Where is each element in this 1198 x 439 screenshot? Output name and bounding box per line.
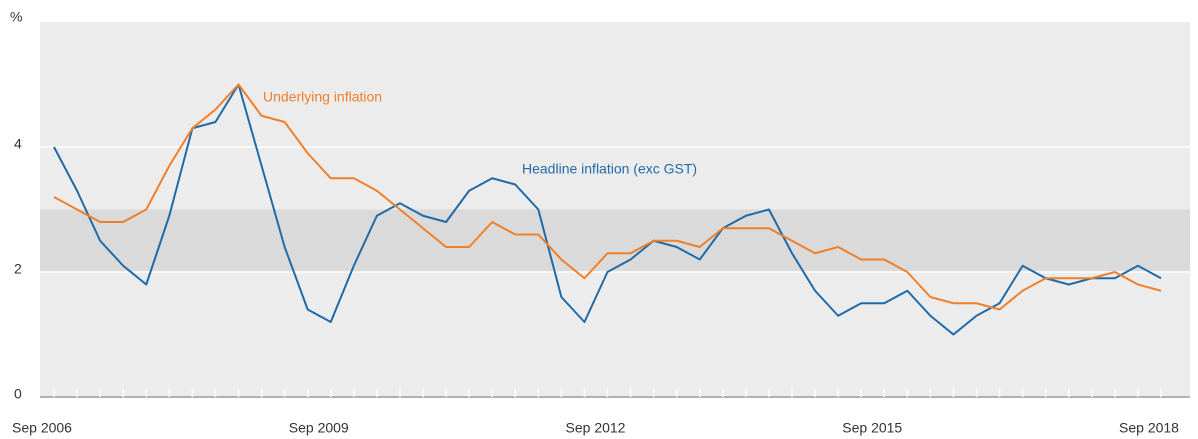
y-tick-label: 2 [14,261,22,277]
series-line [53,83,1162,311]
y-axis-label: % [10,9,22,25]
x-tick-label: Sep 2015 [842,420,902,436]
x-tick-label: Sep 2009 [289,420,349,436]
x-tick-label: Sep 2018 [1119,420,1179,436]
y-tick-label: 0 [14,386,22,402]
target-band [40,209,1190,272]
y-tick-label: 4 [14,136,22,152]
x-tick-label: Sep 2012 [566,420,626,436]
series-label: Headline inflation (exc GST) [522,161,697,177]
series-label: Underlying inflation [263,89,382,105]
x-tick-label: Sep 2006 [12,420,72,436]
